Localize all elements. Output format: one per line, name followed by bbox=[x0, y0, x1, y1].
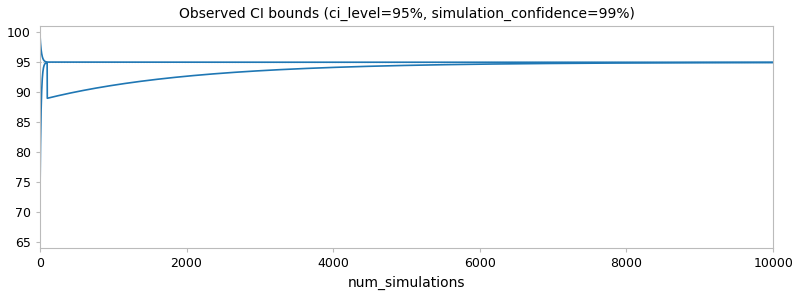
Title: Observed CI bounds (ci_level=95%, simulation_confidence=99%): Observed CI bounds (ci_level=95%, simula… bbox=[178, 7, 634, 21]
X-axis label: num_simulations: num_simulations bbox=[348, 276, 466, 290]
